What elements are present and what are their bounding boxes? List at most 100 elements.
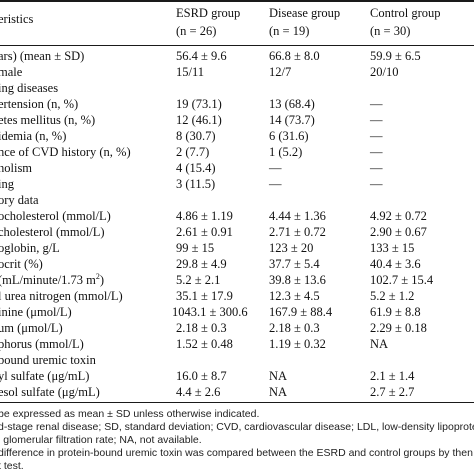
footnote-line: difference in protein-bound uremic toxin… — [0, 447, 473, 459]
header-control-n: (n = 30) — [370, 24, 411, 38]
row-label-superscript: 2 — [95, 272, 100, 281]
cell-esrd: 99 ± 15 — [176, 241, 215, 255]
row-label: inine (μmol/L) — [0, 305, 72, 319]
cell-control: 2.90 ± 0.67 — [370, 225, 427, 239]
cell-control: 2.1 ± 1.4 — [370, 369, 415, 383]
table-row: cholesterol (mmol/L) 2.61 ± 0.91 2.71 ± … — [0, 224, 474, 240]
section-label: ing diseases — [0, 81, 59, 95]
row-label: phorus (mmol/L) — [0, 337, 84, 351]
cell-control: — — [370, 113, 383, 127]
cell-esrd: 4.4 ± 2.6 — [176, 385, 221, 399]
cell-disease: 37.7 ± 5.4 — [269, 257, 320, 271]
cell-esrd: 56.4 ± 9.6 — [176, 49, 227, 63]
row-label: yl sulfate (μg/mL) — [0, 369, 90, 383]
table-header-rule — [0, 45, 474, 46]
cell-control: — — [370, 161, 383, 175]
table-row: (mL/minute/1.73 m2) 5.2 ± 2.1 39.8 ± 13.… — [0, 272, 474, 288]
row-label-close: ) — [99, 273, 105, 287]
table-row: oglobin, g/L 99 ± 15 123 ± 20 133 ± 15 — [0, 240, 474, 256]
header-characteristics: eristics — [0, 12, 34, 26]
table-row: ertension (n, %) 19 (73.1) 13 (68.4) — — [0, 96, 474, 112]
cell-control: — — [370, 145, 383, 159]
table-row: idemia (n, %) 8 (30.7) 6 (31.6) — — [0, 128, 474, 144]
cell-disease: NA — [269, 369, 288, 383]
table-section-row: ory data — [0, 192, 474, 208]
table-row: nce of CVD history (n, %) 2 (7.7) 1 (5.2… — [0, 144, 474, 160]
section-label: ory data — [0, 193, 39, 207]
cell-control: — — [370, 97, 383, 111]
cell-esrd: 3 (11.5) — [176, 177, 216, 191]
table-row: ars) (mean ± SD) 56.4 ± 9.6 66.8 ± 8.0 5… — [0, 48, 474, 64]
cell-esrd: 2 (7.7) — [176, 145, 210, 159]
row-label: esol sulfate (μg/mL) — [0, 385, 100, 399]
header-disease-group: Disease group (n = 19) — [269, 6, 340, 39]
footnote-line: t test. — [0, 460, 24, 472]
cell-control: 59.9 ± 6.5 — [370, 49, 421, 63]
cell-esrd: 1.52 ± 0.48 — [176, 337, 233, 351]
table-top-rule — [0, 0, 474, 2]
cell-disease: 1 (5.2) — [269, 145, 303, 159]
cell-disease: NA — [269, 385, 288, 399]
header-control-title: Control group — [370, 6, 441, 20]
footnote-line: l glomerular filtration rate; NA, not av… — [0, 434, 202, 446]
cell-disease: 14 (73.7) — [269, 113, 315, 127]
header-esrd-n: (n = 26) — [176, 24, 217, 38]
cell-control: 61.9 ± 8.8 — [370, 305, 421, 319]
table-section-row: bound uremic toxin — [0, 352, 474, 368]
cell-esrd: 12 (46.1) — [176, 113, 222, 127]
header-esrd-title: ESRD group — [176, 6, 241, 20]
row-label: ertension (n, %) — [0, 97, 79, 111]
table-row: um (μmol/L) 2.18 ± 0.3 2.18 ± 0.3 2.29 ±… — [0, 320, 474, 336]
header-disease-n: (n = 19) — [269, 24, 310, 38]
cell-disease: 66.8 ± 8.0 — [269, 49, 320, 63]
cell-disease: 2.71 ± 0.72 — [269, 225, 326, 239]
cell-esrd: 5.2 ± 2.1 — [176, 273, 221, 287]
cell-control: 2.7 ± 2.7 — [370, 385, 415, 399]
table-row: etes mellitus (n, %) 12 (46.1) 14 (73.7)… — [0, 112, 474, 128]
cell-esrd: 2.61 ± 0.91 — [176, 225, 233, 239]
cell-disease: — — [269, 161, 282, 175]
cell-esrd: 35.1 ± 17.9 — [176, 289, 233, 303]
cell-control: 4.92 ± 0.72 — [370, 209, 427, 223]
table-row: esol sulfate (μg/mL) 4.4 ± 2.6 NA 2.7 ± … — [0, 384, 474, 400]
cell-disease: 1.19 ± 0.32 — [269, 337, 326, 351]
cell-disease: 167.9 ± 88.4 — [269, 305, 333, 319]
row-label: um (μmol/L) — [0, 321, 63, 335]
row-label: ocrit (%) — [0, 257, 43, 271]
cell-esrd: 15/11 — [176, 65, 205, 79]
cell-disease: 2.18 ± 0.3 — [269, 321, 320, 335]
table-row: inine (μmol/L) 1043.1 ± 300.6 167.9 ± 88… — [0, 304, 474, 320]
table-row: yl sulfate (μg/mL) 16.0 ± 8.7 NA 2.1 ± 1… — [0, 368, 474, 384]
cell-esrd: 29.8 ± 4.9 — [176, 257, 227, 271]
row-label: etes mellitus (n, %) — [0, 113, 96, 127]
cell-control: — — [370, 177, 383, 191]
cell-esrd: 4.86 ± 1.19 — [176, 209, 233, 223]
cell-control: 5.2 ± 1.2 — [370, 289, 415, 303]
cell-disease: 13 (68.4) — [269, 97, 315, 111]
cell-control: 102.7 ± 15.4 — [370, 273, 434, 287]
cell-esrd: 19 (73.1) — [176, 97, 222, 111]
cell-esrd: 4 (15.4) — [176, 161, 216, 175]
table-row: ing 3 (11.5) — — — [0, 176, 474, 192]
table-row: ocrit (%) 29.8 ± 4.9 37.7 ± 5.4 40.4 ± 3… — [0, 256, 474, 272]
cell-control: 40.4 ± 3.6 — [370, 257, 421, 271]
table-bottom-rule — [0, 402, 474, 403]
row-label: ing — [0, 177, 14, 191]
table-row: phorus (mmol/L) 1.52 ± 0.48 1.19 ± 0.32 … — [0, 336, 474, 352]
cell-disease: 123 ± 20 — [269, 241, 314, 255]
cell-esrd: 8 (30.7) — [176, 129, 216, 143]
row-label: ocholesterol (mmol/L) — [0, 209, 111, 223]
cell-disease: 12.3 ± 4.5 — [269, 289, 320, 303]
row-label: (mL/minute/1.73 m2) — [0, 272, 104, 288]
row-label-text: (mL/minute/1.73 m — [0, 273, 96, 287]
table-row: ocholesterol (mmol/L) 4.86 ± 1.19 4.44 ±… — [0, 208, 474, 224]
cell-esrd: 16.0 ± 8.7 — [176, 369, 227, 383]
header-disease-title: Disease group — [269, 6, 341, 20]
header-esrd-group: ESRD group (n = 26) — [176, 6, 240, 39]
table-row: holism 4 (15.4) — — — [0, 160, 474, 176]
row-label: cholesterol (mmol/L) — [0, 225, 105, 239]
cell-disease: 39.8 ± 13.6 — [269, 273, 326, 287]
row-label: ars) (mean ± SD) — [0, 49, 85, 63]
header-control-group: Control group (n = 30) — [370, 6, 440, 39]
cell-esrd: 1043.1 ± 300.6 — [172, 305, 248, 319]
